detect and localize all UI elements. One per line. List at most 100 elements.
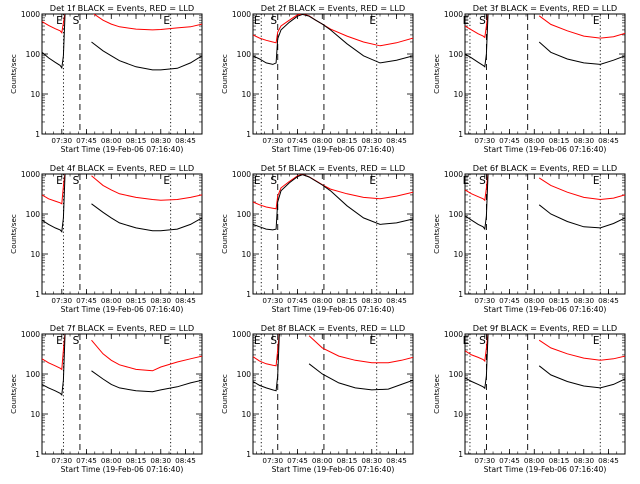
y-axis-label: Counts/sec: [220, 374, 229, 414]
plot-frame: [252, 333, 414, 455]
y-tick-label: 1: [246, 290, 251, 299]
x-tick-label: 07:30: [474, 296, 495, 305]
panel-title: Det 4f BLACK = Events, RED = LLD: [50, 163, 194, 173]
x-tick-label: 08:30: [150, 296, 171, 305]
events-rate-line: [42, 14, 202, 71]
x-tick-label: 08:15: [549, 136, 570, 145]
x-tick-label: 08:00: [101, 136, 122, 145]
y-tick-label: 100: [237, 210, 252, 219]
x-tick-label: 08:15: [126, 136, 147, 145]
x-axis-label: Start Time (19-Feb-06 07:16:40): [484, 465, 607, 474]
x-axis-label: Start Time (19-Feb-06 07:16:40): [272, 465, 395, 474]
x-tick-label: 07:30: [474, 456, 495, 465]
plot-frame: [41, 333, 203, 455]
marker-label-e: E: [463, 15, 470, 27]
series-group: [465, 14, 625, 68]
events-rate-line: [42, 334, 202, 396]
y-tick-label: 10: [30, 410, 40, 419]
x-axis-label: Start Time (19-Feb-06 07:16:40): [61, 145, 184, 154]
marker-label-e: E: [163, 335, 170, 347]
x-axis-label: Start Time (19-Feb-06 07:16:40): [61, 465, 184, 474]
x-tick-label: 08:15: [549, 456, 570, 465]
events-rate-line: [465, 174, 625, 231]
x-tick-label: 08:30: [573, 456, 594, 465]
series-group: [42, 14, 202, 71]
y-axis-label: Counts/sec: [432, 54, 441, 94]
y-axis-label: Counts/sec: [432, 374, 441, 414]
marker-label-e: E: [56, 335, 63, 347]
marker-label-e: E: [369, 335, 376, 347]
marker-label-e: E: [56, 175, 63, 187]
y-tick-label: 1: [246, 130, 251, 139]
y-tick-label: 1: [458, 290, 463, 299]
x-tick-label: 08:45: [598, 296, 619, 305]
panel-title: Det 2f BLACK = Events, RED = LLD: [261, 3, 405, 13]
y-tick-label: 10: [241, 90, 251, 99]
detector-panel: Det 8f BLACK = Events, RED = LLD 1 10 100 10…: [220, 323, 414, 474]
x-axis-label: Start Time (19-Feb-06 07:16:40): [272, 145, 395, 154]
y-tick-label: 10: [30, 250, 40, 259]
y-tick-label: 1000: [232, 170, 251, 179]
panel-title: Det 3f BLACK = Events, RED = LLD: [473, 3, 617, 13]
lld-rate-line: [465, 14, 625, 39]
marker-label-e: E: [593, 175, 600, 187]
y-tick-label: 100: [237, 50, 252, 59]
x-tick-label: 08:15: [126, 296, 147, 305]
series-group: [42, 334, 202, 396]
plot-frame: [41, 173, 203, 295]
x-tick-label: 07:30: [474, 136, 495, 145]
y-tick-label: 10: [453, 250, 463, 259]
marker-label-s: S: [270, 175, 277, 187]
x-tick-label: 07:30: [51, 456, 72, 465]
y-axis-label: Counts/sec: [220, 54, 229, 94]
x-tick-label: 08:00: [101, 296, 122, 305]
detector-panel: Det 5f BLACK = Events, RED = LLD 1 10 100 10…: [220, 163, 414, 314]
detector-panel: Det 3f BLACK = Events, RED = LLD 1 10 100 10…: [432, 3, 626, 154]
lld-rate-line: [465, 334, 625, 363]
x-tick-label: 08:00: [312, 296, 333, 305]
x-tick-label: 08:15: [337, 456, 358, 465]
events-rate-line: [253, 174, 413, 231]
lld-rate-line: [42, 334, 202, 372]
x-tick-label: 07:45: [287, 136, 308, 145]
x-axis-label: Start Time (19-Feb-06 07:16:40): [484, 145, 607, 154]
y-tick-label: 1000: [21, 330, 40, 339]
marker-label-e: E: [254, 335, 261, 347]
marker-label-e: E: [593, 15, 600, 27]
lld-rate-line: [253, 334, 413, 367]
events-rate-line: [42, 174, 202, 233]
marker-label-e: E: [463, 175, 470, 187]
y-axis-label: Counts/sec: [432, 214, 441, 254]
y-axis-label: Counts/sec: [9, 374, 18, 414]
detector-panel: Det 6f BLACK = Events, RED = LLD 1 10 100 10…: [432, 163, 626, 314]
detector-panel: Det 7f BLACK = Events, RED = LLD 1 10 100 10…: [9, 323, 203, 474]
x-tick-label: 07:45: [499, 296, 520, 305]
x-tick-label: 07:30: [262, 296, 283, 305]
x-tick-label: 08:00: [524, 136, 545, 145]
x-tick-label: 08:00: [312, 136, 333, 145]
marker-label-e: E: [254, 175, 261, 187]
y-tick-label: 10: [453, 90, 463, 99]
x-tick-label: 08:30: [150, 136, 171, 145]
x-tick-label: 08:00: [524, 296, 545, 305]
events-rate-line: [253, 14, 413, 65]
x-tick-label: 08:45: [175, 296, 196, 305]
x-axis-label: Start Time (19-Feb-06 07:16:40): [61, 305, 184, 314]
events-rate-line: [253, 334, 413, 392]
y-axis-label: Counts/sec: [9, 214, 18, 254]
panel-title: Det 1f BLACK = Events, RED = LLD: [50, 3, 194, 13]
x-tick-label: 08:30: [361, 456, 382, 465]
x-tick-label: 08:15: [126, 456, 147, 465]
panel-title: Det 8f BLACK = Events, RED = LLD: [261, 323, 405, 333]
detector-panel: Det 9f BLACK = Events, RED = LLD 1 10 100 10…: [432, 323, 626, 474]
panel-title: Det 6f BLACK = Events, RED = LLD: [473, 163, 617, 173]
x-tick-label: 07:45: [76, 136, 97, 145]
x-tick-label: 07:45: [287, 296, 308, 305]
series-group: [465, 174, 625, 231]
y-tick-label: 100: [237, 370, 252, 379]
y-tick-label: 1: [35, 130, 40, 139]
x-tick-label: 08:30: [573, 136, 594, 145]
y-tick-label: 1: [35, 450, 40, 459]
y-tick-label: 1000: [444, 170, 463, 179]
